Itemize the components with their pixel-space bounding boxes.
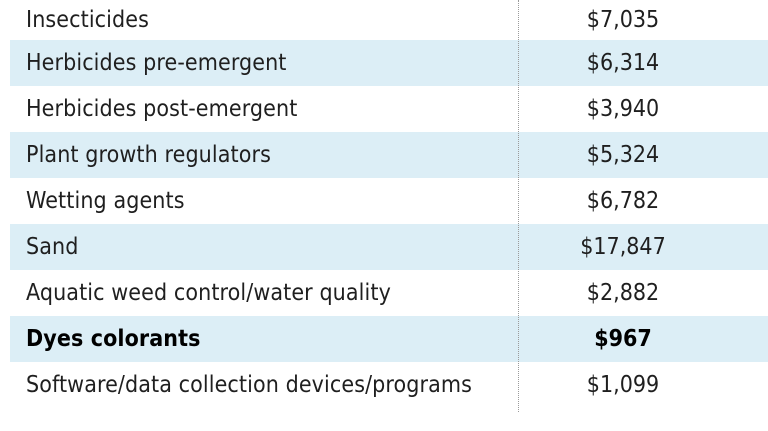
table-row: Software/data collection devices/program… [10, 362, 768, 408]
table-row: Herbicides pre-emergent $6,314 [10, 40, 768, 86]
table-row: Herbicides post-emergent $3,940 [10, 86, 768, 132]
row-label: Dyes colorants [26, 326, 201, 352]
row-label: Aquatic weed control/water quality [26, 280, 391, 306]
table-row: Wetting agents $6,782 [10, 178, 768, 224]
row-label: Plant growth regulators [26, 142, 271, 168]
row-label: Software/data collection devices/program… [26, 372, 472, 398]
expense-table: Insecticides $7,035 Herbicides pre-emerg… [10, 0, 768, 412]
table-row-highlighted: Dyes colorants $967 [10, 316, 768, 362]
row-value: $6,314 [586, 50, 660, 76]
row-value: $1,099 [586, 372, 660, 398]
table-row: Sand $17,847 [10, 224, 768, 270]
row-value: $6,782 [586, 188, 660, 214]
row-value: $7,035 [586, 7, 660, 33]
row-label: Sand [26, 234, 79, 260]
row-label: Herbicides post-emergent [26, 96, 298, 122]
row-value: $5,324 [586, 142, 660, 168]
row-label: Herbicides pre-emergent [26, 50, 287, 76]
table-row: Plant growth regulators $5,324 [10, 132, 768, 178]
row-value: $2,882 [586, 280, 660, 306]
row-value: $967 [594, 326, 652, 352]
row-value: $17,847 [580, 234, 666, 260]
table-row: Insecticides $7,035 [10, 0, 768, 40]
row-label: Insecticides [26, 7, 149, 33]
table-row: Aquatic weed control/water quality $2,88… [10, 270, 768, 316]
column-divider [518, 0, 519, 412]
row-value: $3,940 [586, 96, 660, 122]
row-label: Wetting agents [26, 188, 185, 214]
